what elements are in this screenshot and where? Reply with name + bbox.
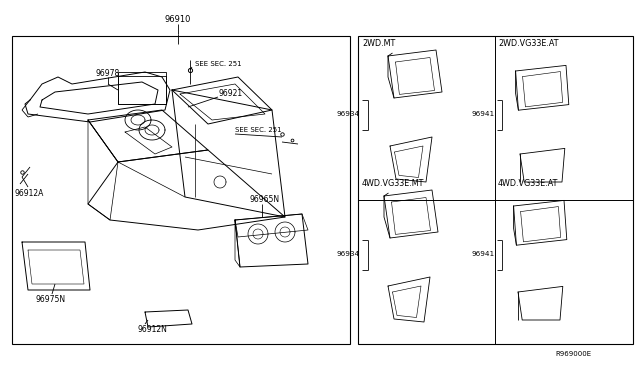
Text: 96978: 96978: [95, 70, 119, 78]
Text: 96975N: 96975N: [35, 295, 65, 305]
Text: 96912A: 96912A: [14, 189, 44, 199]
Bar: [12, 36, 350, 344]
Bar: [118, 76, 166, 104]
Text: 96934: 96934: [337, 111, 360, 117]
Text: 96910: 96910: [165, 16, 191, 25]
Text: SEE SEC. 251: SEE SEC. 251: [195, 61, 242, 67]
Text: 2WD.VG33E.AT: 2WD.VG33E.AT: [498, 39, 559, 48]
Text: 96941: 96941: [472, 111, 495, 117]
Text: 96965N: 96965N: [250, 196, 280, 205]
Text: R969000E: R969000E: [555, 351, 591, 357]
Text: 4WD.VG33E.MT: 4WD.VG33E.MT: [362, 180, 424, 189]
Text: 96941: 96941: [472, 251, 495, 257]
Text: SEE SEC. 251: SEE SEC. 251: [235, 127, 282, 133]
Text: 2WD.MT: 2WD.MT: [362, 39, 396, 48]
Text: 4WD.VG33E.AT: 4WD.VG33E.AT: [498, 180, 558, 189]
Bar: [358, 36, 633, 344]
Text: 96912N: 96912N: [138, 326, 168, 334]
Bar: [118, 72, 166, 104]
Text: 96921: 96921: [218, 90, 242, 99]
Text: 96934: 96934: [337, 251, 360, 257]
